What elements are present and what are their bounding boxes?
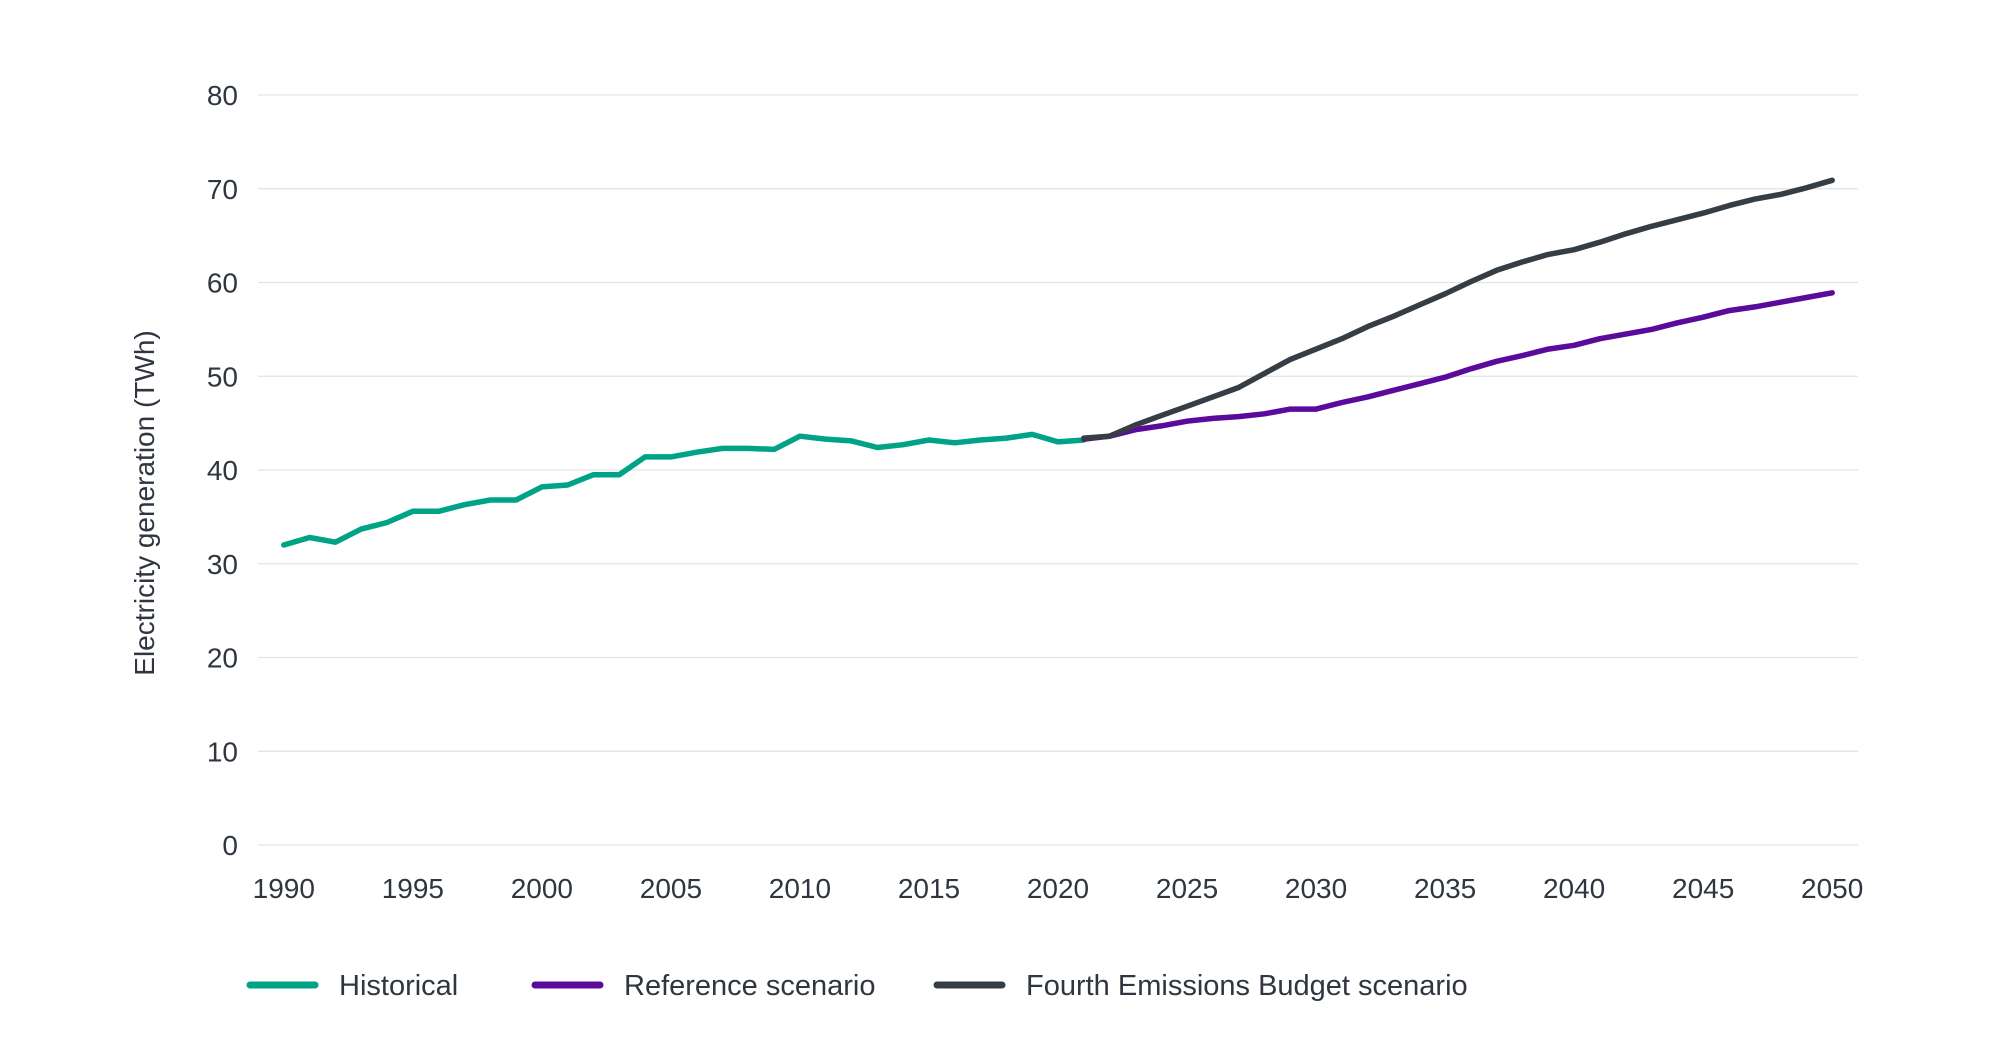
legend-label: Historical (339, 970, 458, 1002)
y-tick-label: 30 (207, 549, 238, 580)
legend-item: Reference scenario (531, 970, 875, 1002)
legend-label: Fourth Emissions Budget scenario (1026, 970, 1468, 1002)
y-tick-label: 40 (207, 455, 238, 486)
legend-item: Fourth Emissions Budget scenario (933, 970, 1468, 1002)
y-tick-label: 10 (207, 736, 238, 767)
x-tick-label: 2020 (1027, 873, 1089, 904)
x-tick-label: 2015 (898, 873, 960, 904)
y-tick-label: 60 (207, 268, 238, 299)
x-tick-label: 1995 (382, 873, 444, 904)
y-tick-label: 50 (207, 361, 238, 392)
x-tick-label: 2030 (1285, 873, 1347, 904)
x-tick-label: 2050 (1801, 873, 1863, 904)
series-lines (281, 177, 1835, 548)
legend: Historical Reference scenario Fourth Emiss… (246, 970, 1468, 1002)
x-tick-label: 2040 (1543, 873, 1605, 904)
y-tick-label: 70 (207, 174, 238, 205)
y-axis-ticks: 0 10 20 30 40 50 60 70 80 (207, 80, 238, 861)
x-tick-label: 2010 (769, 873, 831, 904)
legend-item: Historical (246, 970, 458, 1002)
x-tick-label: 2005 (640, 873, 702, 904)
y-tick-label: 20 (207, 643, 238, 674)
y-tick-label: 80 (207, 80, 238, 111)
y-tick-label: 0 (222, 830, 238, 861)
x-axis-ticks: 1990 1995 2000 2005 2010 2015 2020 2025 2030 2035… (253, 873, 1864, 904)
series-line-reference-scenario (1081, 290, 1835, 442)
x-tick-label: 2045 (1672, 873, 1734, 904)
x-tick-label: 2025 (1156, 873, 1218, 904)
x-tick-label: 2035 (1414, 873, 1476, 904)
x-tick-label: 2000 (511, 873, 573, 904)
gridlines (258, 94, 1858, 846)
series-line-historical (281, 431, 1087, 548)
y-axis-title: Electricity generation (TWh) (129, 330, 160, 675)
legend-label: Reference scenario (624, 970, 875, 1002)
x-tick-label: 1990 (253, 873, 315, 904)
series-line-fourth-emissions-budget-scenario (1081, 177, 1835, 441)
